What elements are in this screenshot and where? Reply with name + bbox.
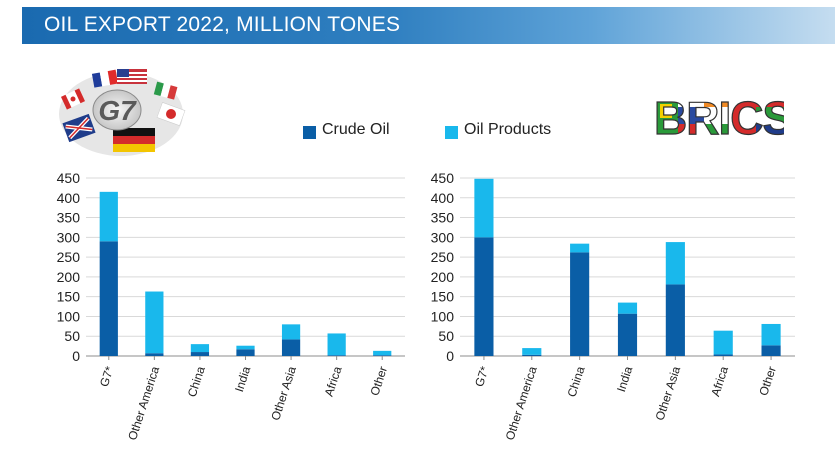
x-tick-label: Other Asia [268, 364, 299, 422]
y-tick-label: 50 [438, 328, 454, 344]
page-title: OIL EXPORT 2022, MILLION TONES [44, 13, 401, 36]
x-tick-label: Other [367, 365, 390, 398]
bar-crude [665, 284, 685, 356]
brics-logo-text: BRICS [654, 92, 784, 140]
y-tick-label: 150 [57, 289, 81, 305]
y-tick-label: 300 [431, 229, 455, 245]
bar-crude [474, 237, 494, 356]
bar-crude [617, 313, 638, 356]
x-tick-label: Other Asia [653, 364, 684, 422]
bar-products [236, 345, 255, 350]
flag-canada-icon [60, 88, 86, 110]
bar-products [713, 330, 733, 355]
y-tick-label: 100 [57, 308, 81, 324]
bar-products [327, 333, 346, 356]
g7-chart: 0 50 100 150 200 250 300 350 400 450 G7* Other Amer… [57, 170, 405, 442]
x-tick-label: China [185, 364, 208, 398]
g7-logo-text: G7 [98, 95, 137, 126]
y-tick-label: 350 [57, 210, 81, 226]
bar-products [665, 242, 685, 285]
bar-crude [761, 345, 781, 356]
bar-crude [99, 241, 118, 356]
x-tick-label: Africa [322, 364, 345, 398]
flag-france-icon [91, 69, 119, 88]
y-tick-label: 200 [57, 269, 81, 285]
bar-products [522, 348, 542, 355]
x-tick-label: China [564, 364, 587, 398]
bar-products [617, 302, 638, 314]
bar-products [570, 243, 590, 253]
flag-germany-icon [113, 128, 155, 152]
flag-usa-icon [117, 69, 147, 84]
legend-swatch-crude [303, 126, 316, 139]
bar-crude [373, 355, 392, 356]
flag-uk-icon [62, 113, 96, 143]
y-tick-label: 100 [431, 308, 455, 324]
legend-swatch-products [445, 126, 458, 139]
bar-products [373, 350, 392, 356]
bar-crude [570, 252, 590, 356]
x-tick-label: Other America [503, 364, 540, 442]
bar-crude [281, 339, 301, 356]
legend-label-crude: Crude Oil [322, 121, 390, 138]
x-tick-label: Africa [708, 364, 731, 398]
x-tick-label: G7* [472, 364, 492, 388]
x-tick-label: G7* [97, 364, 117, 388]
y-tick-label: 450 [431, 170, 455, 186]
y-tick-label: 400 [431, 190, 455, 206]
y-tick-label: 400 [57, 190, 81, 206]
bar-products [474, 178, 494, 238]
y-tick-label: 300 [57, 229, 81, 245]
bar-products [281, 324, 301, 340]
brics-logo: BRICS BRICS [653, 91, 784, 140]
y-tick-label: 250 [57, 249, 81, 265]
bar-crude [327, 355, 346, 356]
bar-products [99, 191, 118, 242]
bar-crude [190, 352, 210, 356]
y-tick-label: 0 [72, 348, 80, 364]
x-tick-label: Other America [125, 364, 162, 442]
flag-japan-icon [156, 102, 186, 126]
y-tick-label: 150 [431, 289, 455, 305]
brics-chart: 0 50 100 150 200 250 300 350 400 450 G7* Other Amer… [431, 170, 795, 442]
flag-italy-icon [153, 81, 178, 100]
bar-crude [236, 349, 255, 356]
x-tick-label: India [232, 364, 253, 393]
x-tick-label: Other [756, 365, 779, 398]
bar-products [190, 344, 210, 353]
bar-products [761, 323, 781, 346]
bar-crude [145, 353, 164, 356]
y-tick-label: 450 [57, 170, 81, 186]
bar-crude [713, 354, 733, 356]
legend-label-products: Oil Products [464, 121, 552, 138]
y-tick-label: 0 [446, 348, 454, 364]
y-tick-label: 200 [431, 269, 455, 285]
x-tick-label: India [614, 364, 635, 393]
y-tick-label: 350 [431, 210, 455, 226]
title-bar: OIL EXPORT 2022, MILLION TONES [22, 7, 835, 44]
y-tick-label: 50 [64, 328, 80, 344]
y-tick-label: 250 [431, 249, 455, 265]
bar-products [145, 291, 164, 354]
bar-crude [522, 354, 542, 356]
g7-logo: G7 [59, 69, 186, 156]
